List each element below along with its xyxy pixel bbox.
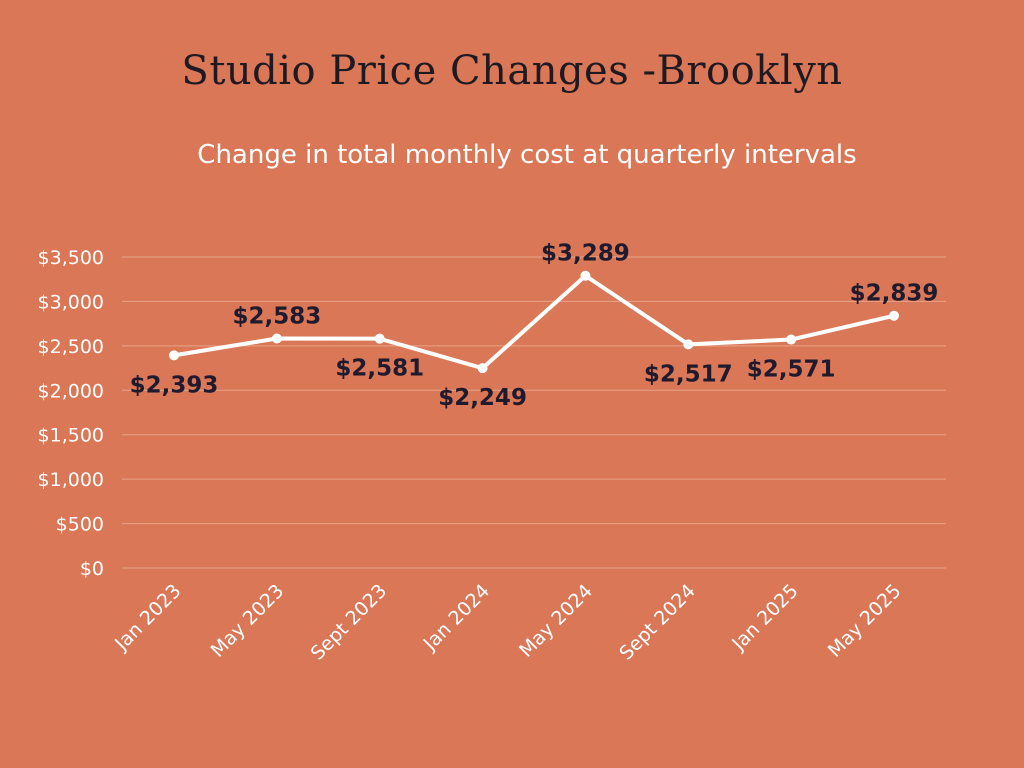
data-label: $2,583 [232, 303, 321, 329]
y-tick-label: $2,000 [38, 380, 104, 402]
y-tick-label: $0 [80, 558, 104, 580]
x-tick-label: Jan 2023 [110, 580, 185, 655]
y-tick-label: $1,500 [38, 425, 104, 447]
x-tick-label: Jan 2025 [727, 580, 802, 655]
y-tick-label: $2,500 [38, 336, 104, 358]
data-point [374, 333, 385, 344]
y-tick-label: $3,000 [38, 291, 104, 313]
data-point [683, 339, 694, 350]
x-tick-label: May 2025 [824, 580, 906, 662]
data-label: $2,839 [850, 281, 939, 307]
data-point [477, 363, 488, 374]
data-point [889, 310, 899, 321]
data-point [786, 334, 797, 345]
data-point [169, 350, 179, 361]
data-label: $2,571 [747, 357, 836, 383]
data-label: $2,393 [130, 372, 219, 398]
y-tick-label: $3,500 [38, 247, 104, 269]
y-tick-label: $1,000 [38, 469, 104, 491]
x-tick-label: Sept 2024 [615, 580, 700, 665]
data-label: $3,289 [541, 241, 630, 267]
data-label: $2,517 [644, 361, 733, 387]
chart-subtitle: Change in total monthly cost at quarterl… [197, 140, 857, 170]
data-point [271, 333, 282, 344]
x-tick-label: Jan 2024 [419, 580, 494, 655]
x-tick-label: Sept 2023 [307, 580, 392, 665]
y-tick-label: $500 [56, 514, 104, 536]
data-point [580, 270, 591, 281]
chart-title: Studio Price Changes -Brooklyn [181, 48, 843, 94]
data-label: $2,249 [438, 385, 527, 411]
x-tick-label: May 2023 [207, 580, 289, 662]
x-tick-label: May 2024 [515, 580, 597, 662]
data-label: $2,581 [335, 356, 424, 382]
series-line [172, 273, 896, 371]
